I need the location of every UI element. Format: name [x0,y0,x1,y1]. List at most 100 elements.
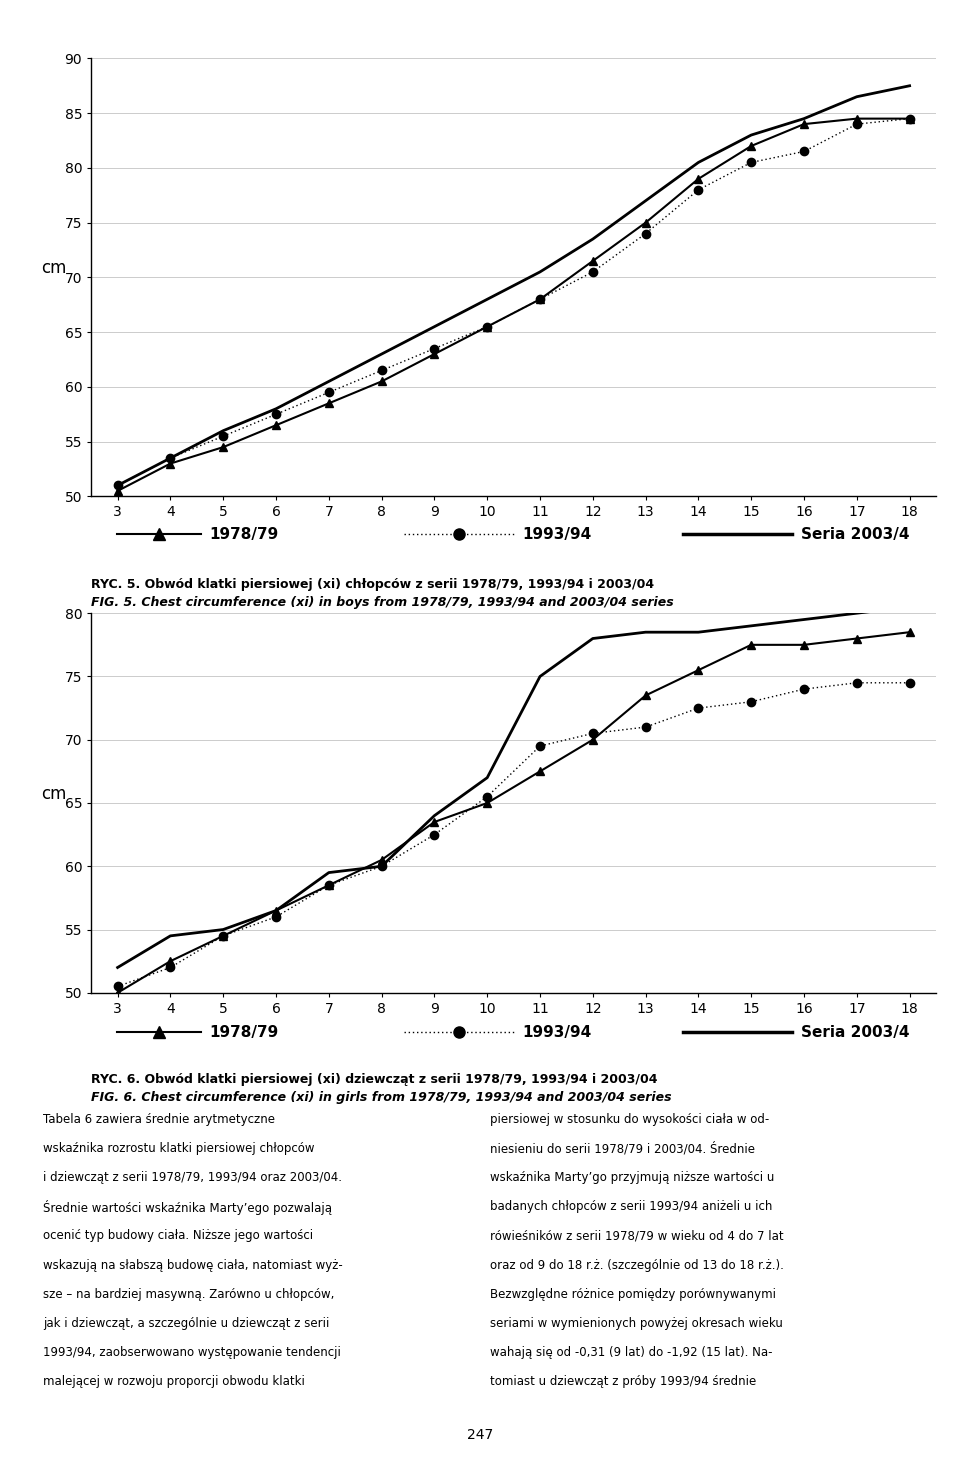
1978/79 [375,851,387,869]
1993/94 [534,291,545,308]
Line: 1993/94: 1993/94 [113,679,914,991]
1978/79 [799,115,810,133]
1978/79 [217,927,228,945]
Text: tomiast u dziewcząt z próby 1993/94 średnie: tomiast u dziewcząt z próby 1993/94 śred… [490,1375,756,1388]
Seria 2003/4 [428,807,440,825]
1978/79 [904,110,916,127]
Seria 2003/4 [587,629,599,647]
1993/94 [904,110,916,127]
Text: wskaźnika Marty’go przyjmują niższe wartości u: wskaźnika Marty’go przyjmują niższe wart… [490,1171,774,1184]
Line: 1978/79: 1978/79 [113,628,914,997]
Seria 2003/4 [639,191,651,209]
Text: sze – na bardziej masywną. Zarówno u chłopców,: sze – na bardziej masywną. Zarówno u chł… [43,1288,335,1301]
1993/94 [587,263,599,280]
Seria 2003/4 [375,346,387,364]
Text: 1993/94, zaobserwowano występowanie tendencji: 1993/94, zaobserwowano występowanie tend… [43,1346,341,1359]
Seria 2003/4 [375,857,387,875]
Seria 2003/4 [639,623,651,641]
Seria 2003/4 [904,599,916,616]
1978/79 [111,984,123,1002]
1993/94 [799,143,810,161]
1978/79 [270,416,281,434]
Text: i dziewcząt z serii 1978/79, 1993/94 oraz 2003/04.: i dziewcząt z serii 1978/79, 1993/94 ora… [43,1171,342,1184]
Text: RYC. 5. Obwód klatki piersiowej (xi) chłopców z serii 1978/79, 1993/94 i 2003/04: RYC. 5. Obwód klatki piersiowej (xi) chł… [91,578,655,591]
1978/79 [639,215,651,232]
Text: FIG. 5. Chest circumference (xi) in boys from 1978/79, 1993/94 and 2003/04 serie: FIG. 5. Chest circumference (xi) in boys… [91,596,674,609]
1993/94 [323,876,334,894]
Text: badanych chłopców z serii 1993/94 aniżeli u ich: badanych chłopców z serii 1993/94 aniżel… [490,1200,772,1213]
1993/94 [428,826,440,844]
1978/79 [851,629,862,647]
1993/94 [323,384,334,402]
1978/79 [164,952,176,969]
Seria 2003/4 [164,450,176,467]
Seria 2003/4 [799,110,810,127]
Seria 2003/4 [217,921,228,939]
Seria 2003/4 [587,231,599,248]
Text: ocenić typ budowy ciała. Niższe jego wartości: ocenić typ budowy ciała. Niższe jego war… [43,1229,313,1242]
1993/94 [692,699,704,717]
Text: 1978/79: 1978/79 [209,1025,278,1040]
Seria 2003/4 [111,476,123,493]
Seria 2003/4 [481,291,493,308]
1993/94 [270,406,281,423]
1978/79 [534,291,545,308]
1993/94 [746,153,757,171]
Seria 2003/4 [746,127,757,145]
1978/79 [428,346,440,364]
1993/94 [904,675,916,692]
1993/94 [270,908,281,926]
Seria 2003/4 [692,153,704,171]
Seria 2003/4 [323,372,334,390]
1993/94 [692,181,704,199]
Text: wskazują na słabszą budowę ciała, natomiast wyż-: wskazują na słabszą budowę ciała, natomi… [43,1259,343,1272]
Seria 2003/4 [481,769,493,787]
1978/79 [904,623,916,641]
Seria 2003/4 [534,667,545,685]
1993/94 [111,978,123,996]
1993/94 [111,476,123,493]
Seria 2003/4 [323,864,334,882]
1993/94 [639,718,651,736]
Seria 2003/4 [164,927,176,945]
1993/94 [851,115,862,133]
Text: Średnie wartości wskaźnika Marty’ego pozwalają: Średnie wartości wskaźnika Marty’ego poz… [43,1200,332,1215]
Text: seriami w wymienionych powyżej okresach wieku: seriami w wymienionych powyżej okresach … [490,1317,782,1330]
1978/79 [534,762,545,780]
Y-axis label: cm: cm [40,785,66,803]
1978/79 [587,731,599,749]
1978/79 [746,637,757,654]
Text: Seria 2003/4: Seria 2003/4 [801,1025,909,1040]
1993/94 [164,959,176,977]
Text: rówieśników z serii 1978/79 w wieku od 4 do 7 lat: rówieśników z serii 1978/79 w wieku od 4… [490,1229,783,1242]
Text: piersiowej w stosunku do wysokości ciała w od-: piersiowej w stosunku do wysokości ciała… [490,1113,769,1126]
Line: 1993/94: 1993/94 [113,114,914,489]
1978/79 [799,637,810,654]
Seria 2003/4 [534,263,545,280]
1978/79 [587,253,599,270]
1978/79 [481,318,493,336]
1978/79 [692,661,704,679]
1978/79 [323,876,334,894]
Line: Seria 2003/4: Seria 2003/4 [117,607,910,968]
1993/94 [375,857,387,875]
Seria 2003/4 [851,604,862,622]
1993/94 [799,680,810,698]
1978/79 [851,110,862,127]
Text: FIG. 6. Chest circumference (xi) in girls from 1978/79, 1993/94 and 2003/04 seri: FIG. 6. Chest circumference (xi) in girl… [91,1091,672,1104]
Text: Tabela 6 zawiera średnie arytmetyczne: Tabela 6 zawiera średnie arytmetyczne [43,1113,276,1126]
Seria 2003/4 [111,959,123,977]
Seria 2003/4 [428,318,440,336]
1993/94 [534,737,545,755]
Seria 2003/4 [746,618,757,635]
Text: malejącej w rozwoju proporcji obwodu klatki: malejącej w rozwoju proporcji obwodu kla… [43,1375,305,1388]
1978/79 [375,372,387,390]
1993/94 [217,927,228,945]
Seria 2003/4 [799,610,810,628]
Y-axis label: cm: cm [40,260,66,277]
Seria 2003/4 [217,422,228,439]
1993/94 [639,225,651,242]
1993/94 [851,675,862,692]
1978/79 [639,686,651,704]
Text: jak i dziewcząt, a szczególnie u dziewcząt z serii: jak i dziewcząt, a szczególnie u dziewcz… [43,1317,329,1330]
